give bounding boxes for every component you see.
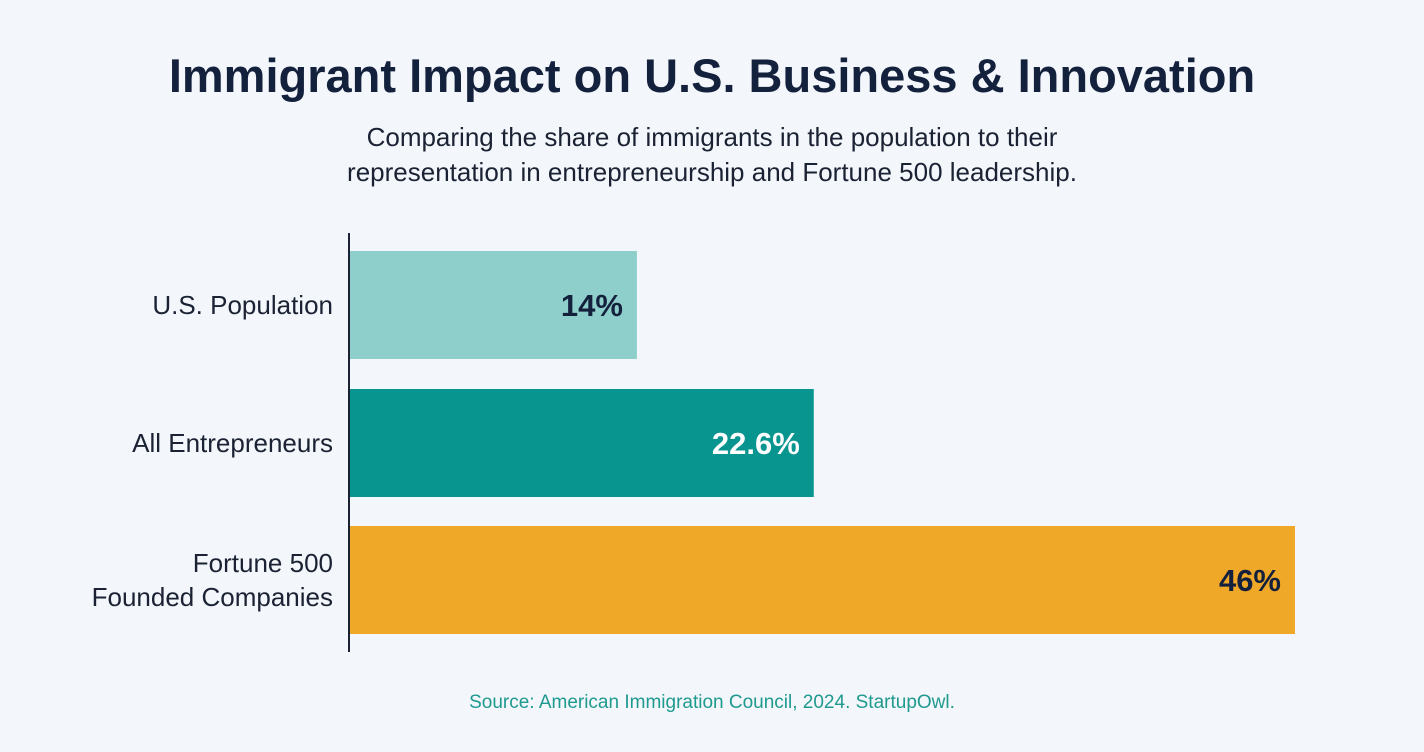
chart-subtitle: Comparing the share of immigrants in the… bbox=[347, 122, 1077, 187]
value-label: 22.6% bbox=[712, 426, 800, 461]
category-label: All Entrepreneurs bbox=[132, 428, 333, 458]
category-label: Founded Companies bbox=[92, 582, 333, 612]
category-label: Fortune 500 bbox=[193, 548, 333, 578]
value-label: 46% bbox=[1219, 563, 1281, 598]
source-note: Source: American Immigration Council, 20… bbox=[469, 692, 955, 713]
chart-title: Immigrant Impact on U.S. Business & Inno… bbox=[168, 49, 1256, 102]
bar bbox=[349, 251, 637, 359]
bar bbox=[349, 389, 814, 497]
bar bbox=[349, 526, 1295, 634]
value-label: 14% bbox=[561, 288, 623, 323]
category-label: U.S. Population bbox=[152, 290, 333, 320]
